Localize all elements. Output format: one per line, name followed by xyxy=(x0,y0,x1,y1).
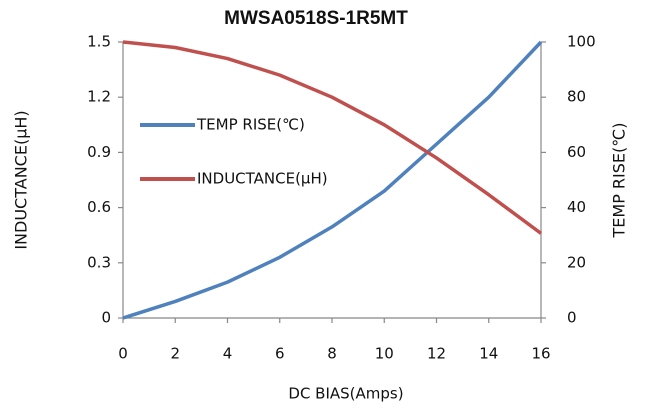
y-tick-label: 0.3 xyxy=(87,253,111,271)
y2-tick-label: 40 xyxy=(567,198,586,216)
x-axis-label: DC BIAS(Amps) xyxy=(288,385,403,403)
x-tick-label: 10 xyxy=(375,345,394,363)
y-tick-label: 0 xyxy=(101,309,111,327)
x-tick-label: 2 xyxy=(170,345,180,363)
x-tick-label: 16 xyxy=(531,345,550,363)
y2-tick-label: 60 xyxy=(567,143,586,161)
y-axis-label: INDUCTANCE(μH) xyxy=(12,110,31,249)
x-tick-label: 8 xyxy=(327,345,337,363)
y2-tick-label: 0 xyxy=(567,309,577,327)
y2-tick-label: 100 xyxy=(567,33,596,51)
x-tick-label: 0 xyxy=(118,345,128,363)
y2-tick-label: 80 xyxy=(567,88,586,106)
legend-label: INDUCTANCE(μH) xyxy=(197,170,328,188)
y-tick-label: 1.5 xyxy=(87,33,111,51)
x-tick-label: 12 xyxy=(427,345,446,363)
line-series xyxy=(122,40,543,320)
y2-tick-label: 20 xyxy=(567,253,586,271)
line-series xyxy=(122,40,543,235)
y-tick-label: 1.2 xyxy=(87,88,111,106)
y2-axis-label: TEMP RISE(℃) xyxy=(610,123,629,239)
x-tick-label: 6 xyxy=(275,345,285,363)
x-tick-label: 14 xyxy=(479,345,498,363)
legend-label: TEMP RISE(℃) xyxy=(196,116,305,134)
y-tick-label: 0.6 xyxy=(87,198,111,216)
y-tick-label: 0.9 xyxy=(87,143,111,161)
chart-title: MWSA0518S-1R5MT xyxy=(224,8,408,29)
x-tick-label: 4 xyxy=(223,345,233,363)
